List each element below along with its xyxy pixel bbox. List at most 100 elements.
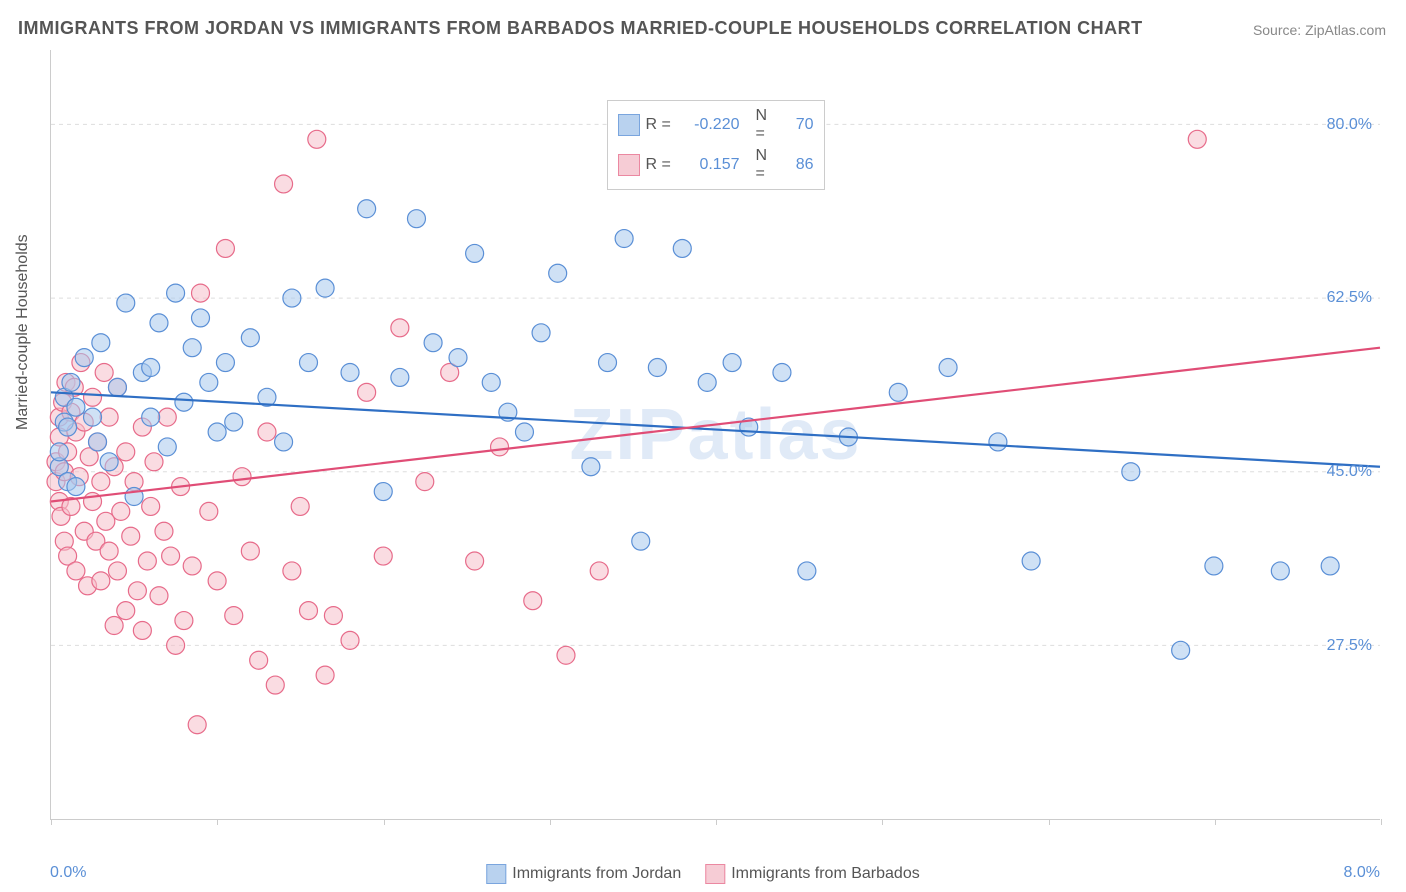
data-point [773, 363, 791, 381]
data-point [698, 373, 716, 391]
legend-r-label: R = [646, 156, 672, 174]
x-tick [1381, 819, 1382, 825]
data-point [150, 587, 168, 605]
x-tick [1215, 819, 1216, 825]
data-point [391, 319, 409, 337]
legend-r-label: R = [646, 116, 672, 134]
data-point [241, 329, 259, 347]
data-point [92, 572, 110, 590]
data-point [374, 483, 392, 501]
legend-swatch-icon [618, 114, 640, 136]
legend-row: R =-0.220N =70 [618, 105, 814, 145]
data-point [1205, 557, 1223, 575]
data-point [200, 373, 218, 391]
data-point [283, 562, 301, 580]
data-point [89, 433, 107, 451]
data-point [1022, 552, 1040, 570]
y-tick-label: 80.0% [1327, 116, 1372, 134]
data-point [300, 354, 318, 372]
data-point [341, 631, 359, 649]
legend-series-label: Immigrants from Jordan [512, 865, 681, 882]
data-point [105, 617, 123, 635]
x-axis-min-label: 0.0% [50, 864, 86, 882]
data-point [889, 383, 907, 401]
legend-swatch-icon [486, 864, 506, 884]
x-tick [882, 819, 883, 825]
trend-line [51, 392, 1380, 466]
data-point [300, 602, 318, 620]
data-point [482, 373, 500, 391]
data-point [1172, 641, 1190, 659]
data-point [233, 468, 251, 486]
legend-n-value: 70 [786, 116, 814, 134]
data-point [133, 621, 151, 639]
data-point [108, 562, 126, 580]
x-tick [1049, 819, 1050, 825]
data-point [117, 602, 135, 620]
data-point [145, 453, 163, 471]
y-tick-label: 45.0% [1327, 463, 1372, 481]
trend-line [51, 348, 1380, 502]
data-point [599, 354, 617, 372]
data-point [92, 473, 110, 491]
data-point [225, 607, 243, 625]
data-point [188, 716, 206, 734]
data-point [1188, 130, 1206, 148]
data-point [59, 418, 77, 436]
x-tick [550, 819, 551, 825]
legend-series-label: Immigrants from Barbados [731, 865, 920, 882]
data-point [407, 210, 425, 228]
data-point [291, 497, 309, 515]
data-point [673, 239, 691, 257]
data-point [183, 339, 201, 357]
data-point [208, 572, 226, 590]
data-point [266, 676, 284, 694]
data-point [138, 552, 156, 570]
data-point [100, 408, 118, 426]
legend-item: Immigrants from Jordan [486, 864, 681, 884]
data-point [939, 359, 957, 377]
data-point [128, 582, 146, 600]
data-point [162, 547, 180, 565]
data-point [615, 230, 633, 248]
data-point [62, 373, 80, 391]
data-point [92, 334, 110, 352]
data-point [200, 502, 218, 520]
data-point [341, 363, 359, 381]
data-point [723, 354, 741, 372]
x-tick [51, 819, 52, 825]
data-point [216, 239, 234, 257]
data-point [316, 279, 334, 297]
data-point [142, 359, 160, 377]
data-point [358, 383, 376, 401]
data-point [549, 264, 567, 282]
data-point [324, 607, 342, 625]
legend-row: R =0.157N =86 [618, 145, 814, 185]
data-point [175, 612, 193, 630]
data-point [142, 497, 160, 515]
data-point [316, 666, 334, 684]
y-axis-title: Married-couple Households [14, 234, 32, 430]
data-point [50, 443, 68, 461]
legend-n-label: N = [756, 147, 780, 183]
data-point [158, 438, 176, 456]
data-point [449, 349, 467, 367]
data-point [283, 289, 301, 307]
data-point [167, 284, 185, 302]
data-point [155, 522, 173, 540]
data-point [117, 294, 135, 312]
data-point [225, 413, 243, 431]
x-tick [217, 819, 218, 825]
series-legend: Immigrants from Jordan Immigrants from Ba… [486, 864, 919, 884]
data-point [67, 562, 85, 580]
data-point [95, 363, 113, 381]
data-point [192, 309, 210, 327]
correlation-legend: R =-0.220N =70R =0.157N =86 [607, 100, 825, 190]
data-point [798, 562, 816, 580]
data-point [142, 408, 160, 426]
data-point [590, 562, 608, 580]
chart-container: IMMIGRANTS FROM JORDAN VS IMMIGRANTS FRO… [0, 0, 1406, 892]
y-tick-label: 62.5% [1327, 289, 1372, 307]
data-point [241, 542, 259, 560]
data-point [275, 175, 293, 193]
